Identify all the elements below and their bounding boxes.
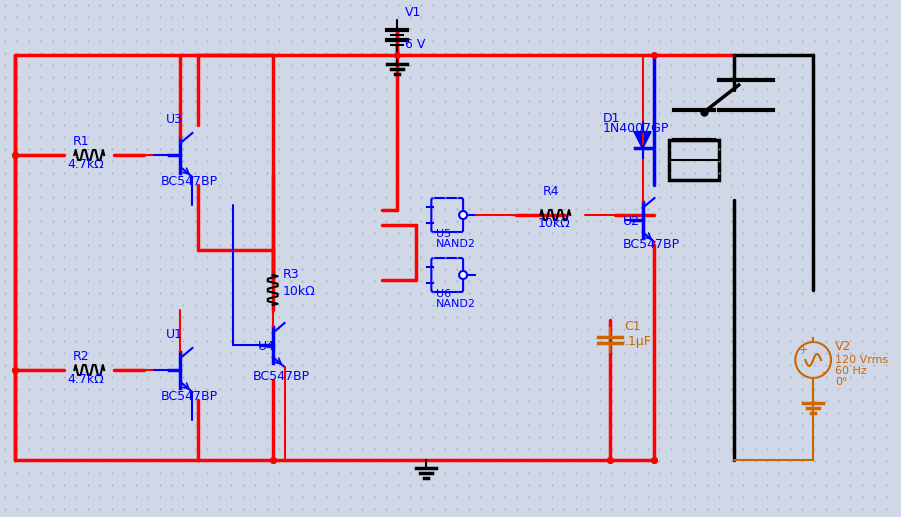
Text: V1: V1 <box>405 6 421 19</box>
Text: -: - <box>821 367 825 377</box>
Text: NAND2: NAND2 <box>436 299 477 309</box>
Text: BC547BP: BC547BP <box>160 175 218 188</box>
Text: BC547BP: BC547BP <box>253 370 310 383</box>
Bar <box>669 140 719 180</box>
Text: R2: R2 <box>72 350 89 363</box>
Text: U5: U5 <box>436 229 451 239</box>
Circle shape <box>460 211 467 219</box>
Text: +: + <box>798 345 808 355</box>
Text: 10kΩ: 10kΩ <box>283 285 315 298</box>
Text: 10kΩ: 10kΩ <box>538 217 570 230</box>
Text: D1: D1 <box>603 112 621 125</box>
Text: R4: R4 <box>542 185 559 198</box>
Text: R1: R1 <box>72 135 89 148</box>
Text: BC547BP: BC547BP <box>160 390 218 403</box>
Text: 4.7kΩ: 4.7kΩ <box>68 373 105 386</box>
Text: BC547BP: BC547BP <box>623 238 680 251</box>
Text: NAND2: NAND2 <box>436 239 477 249</box>
Text: 1N4007GP: 1N4007GP <box>603 122 669 135</box>
Text: 6 V: 6 V <box>405 38 425 51</box>
Text: 120 Vrms: 120 Vrms <box>835 355 888 365</box>
Text: U4: U4 <box>258 340 275 353</box>
Text: 4.7kΩ: 4.7kΩ <box>68 158 105 171</box>
Text: C1: C1 <box>624 320 642 333</box>
Text: U6: U6 <box>436 289 451 299</box>
Text: U3: U3 <box>166 113 183 126</box>
Text: .1μF: .1μF <box>624 335 651 348</box>
Text: 60 Hz: 60 Hz <box>835 366 867 376</box>
Text: 0°: 0° <box>835 377 848 387</box>
Text: R3: R3 <box>283 268 299 281</box>
Polygon shape <box>634 132 651 148</box>
Circle shape <box>460 271 467 279</box>
Text: U2: U2 <box>623 215 640 228</box>
Text: U1: U1 <box>166 328 183 341</box>
Text: V2: V2 <box>835 340 851 353</box>
